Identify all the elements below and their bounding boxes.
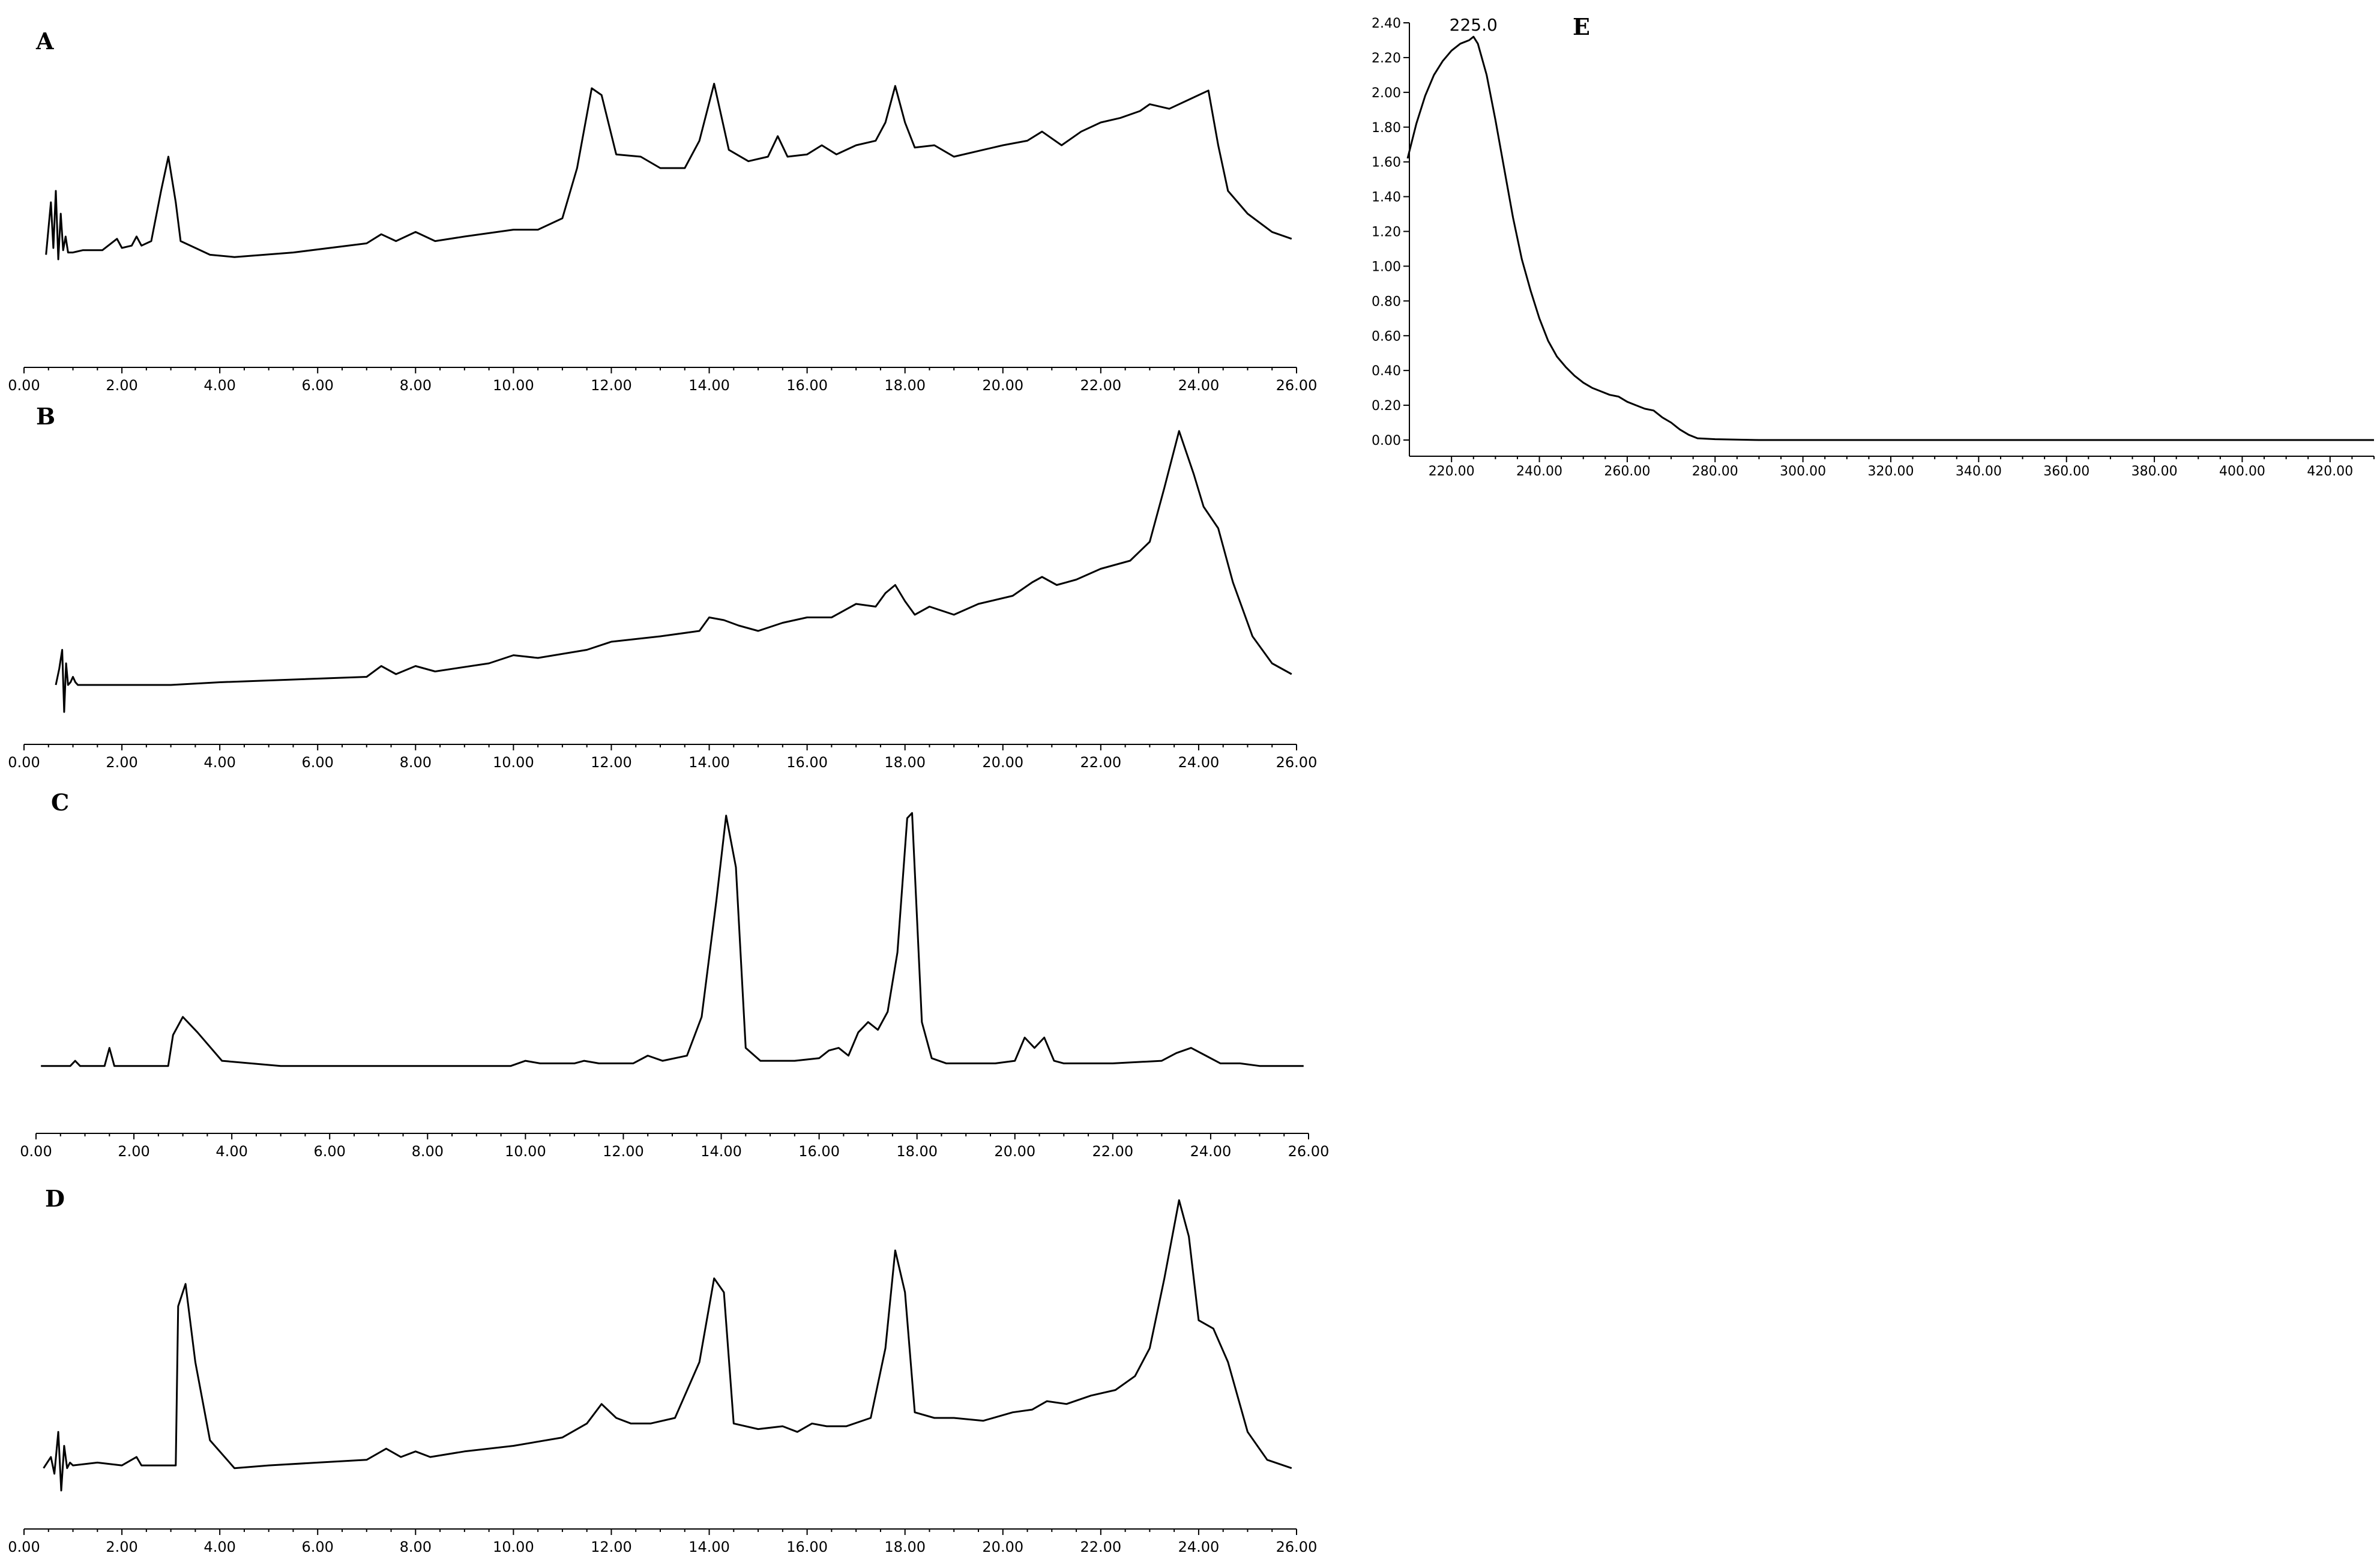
chromatogram-trace — [45, 82, 1292, 261]
x-tick-label: 360.00 — [2043, 464, 2089, 479]
x-tick-label: 24.00 — [1178, 377, 1220, 394]
uv-spectrum-panel-e: E 0.00 0.20 0.40 0.60 0.80 1.00 1.20 1.40 1.60 1.8… — [1372, 13, 2375, 479]
x-tick-label: 26.00 — [1276, 754, 1318, 771]
x-tick-label: 8.00 — [400, 754, 432, 771]
x-tick-label: 8.00 — [400, 1539, 432, 1555]
x-tick-label: 10.00 — [493, 377, 534, 394]
x-tick-label: 0.00 — [20, 1143, 52, 1160]
x-tick-label: 16.00 — [786, 754, 828, 771]
panel-letter: B — [36, 403, 55, 430]
x-tick-label: 24.00 — [1190, 1143, 1232, 1160]
x-tick-label: 280.00 — [1692, 464, 1738, 479]
x-tick-label: 20.00 — [982, 377, 1023, 394]
x-tick-label: 12.00 — [591, 754, 632, 771]
chromatogram-trace — [41, 812, 1304, 1067]
x-tick-label: 4.00 — [203, 754, 235, 771]
x-tick-label: 12.00 — [591, 1539, 632, 1555]
x-tick-label: 10.00 — [493, 754, 534, 771]
uv-spectrum-trace — [1406, 35, 2374, 441]
chromatogram-panel-a: A 0.00 2.00 4.00 6.00 8.00 10.00 12.00 14.00 16.0… — [8, 28, 1317, 394]
x-tick-label: 26.00 — [1276, 1539, 1318, 1555]
x-tick-label: 16.00 — [786, 377, 828, 394]
x-tick-label: 2.00 — [106, 377, 137, 394]
x-tick-label: 6.00 — [302, 1539, 334, 1555]
y-tick-label: 0.20 — [1372, 399, 1401, 414]
x-tick-label: 20.00 — [982, 754, 1023, 771]
x-tick-label: 6.00 — [302, 377, 334, 394]
x-tick-label: 22.00 — [1092, 1143, 1133, 1160]
x-tick-label: 24.00 — [1178, 754, 1220, 771]
x-tick-label: 300.00 — [1780, 464, 1826, 479]
y-tick-label: 0.80 — [1372, 294, 1401, 309]
x-tick-label: 4.00 — [203, 1539, 235, 1555]
x-tick-label: 14.00 — [688, 754, 730, 771]
x-tick-label: 16.00 — [798, 1143, 840, 1160]
x-tick-label: 6.00 — [314, 1143, 346, 1160]
x-tick-label: 22.00 — [1080, 754, 1121, 771]
x-tick-label: 340.00 — [1956, 464, 2002, 479]
x-tick-label: 0.00 — [8, 1539, 40, 1555]
x-tick-label: 260.00 — [1604, 464, 1650, 479]
x-tick-label: 4.00 — [215, 1143, 247, 1160]
x-tick-label: 320.00 — [1868, 464, 1914, 479]
x-tick-label: 380.00 — [2131, 464, 2178, 479]
panel-letter: D — [45, 1185, 65, 1212]
chromatogram-panel-d: D 0.00 2.00 4.00 6.00 8.00 10.00 12.00 14.00 16.0… — [8, 1185, 1317, 1555]
x-tick-label: 240.00 — [1516, 464, 1562, 479]
x-tick-label: 12.00 — [591, 377, 632, 394]
y-tick-label: 2.20 — [1372, 51, 1401, 66]
chromatogram-trace — [55, 430, 1292, 713]
x-tick-label: 0.00 — [8, 377, 40, 394]
x-tick-label: 2.00 — [118, 1143, 149, 1160]
y-tick-label: 0.40 — [1372, 364, 1401, 379]
x-tick-label: 420.00 — [2307, 464, 2353, 479]
panel-letter: E — [1573, 13, 1590, 40]
x-tick-label: 10.00 — [505, 1143, 546, 1160]
y-tick-label: 1.00 — [1372, 259, 1401, 274]
x-tick-label: 18.00 — [884, 377, 926, 394]
x-tick-label: 26.00 — [1288, 1143, 1330, 1160]
chromatogram-panel-b: B 0.00 2.00 4.00 6.00 8.00 10.00 12.00 14.00 16.0… — [8, 403, 1317, 771]
x-tick-label: 4.00 — [203, 377, 235, 394]
x-tick-label: 14.00 — [688, 377, 730, 394]
chromatogram-panel-c: C 0.00 2.00 4.00 6.00 8.00 10.00 12.00 14.00 16.0… — [20, 789, 1329, 1160]
y-tick-label: 1.60 — [1372, 155, 1401, 170]
y-tick-label: 0.60 — [1372, 329, 1401, 344]
y-tick-label: 0.00 — [1372, 433, 1401, 448]
x-tick-label: 20.00 — [982, 1539, 1023, 1555]
x-tick-label: 22.00 — [1080, 377, 1121, 394]
x-tick-label: 18.00 — [884, 1539, 926, 1555]
x-tick-label: 20.00 — [994, 1143, 1035, 1160]
peak-label: 225.0 — [1450, 15, 1498, 35]
x-tick-label: 2.00 — [106, 754, 137, 771]
x-tick-label: 18.00 — [884, 754, 926, 771]
chromatogram-trace — [43, 1199, 1292, 1492]
x-tick-label: 14.00 — [688, 1539, 730, 1555]
panel-letter: C — [51, 789, 69, 816]
x-tick-label: 8.00 — [400, 377, 432, 394]
x-tick-label: 220.00 — [1429, 464, 1475, 479]
x-tick-label: 8.00 — [412, 1143, 444, 1160]
x-tick-label: 24.00 — [1178, 1539, 1220, 1555]
x-tick-label: 12.00 — [603, 1143, 644, 1160]
x-tick-label: 16.00 — [786, 1539, 828, 1555]
x-tick-label: 14.00 — [700, 1143, 742, 1160]
x-tick-label: 0.00 — [8, 754, 40, 771]
y-tick-label: 2.00 — [1372, 86, 1401, 101]
x-tick-label: 26.00 — [1276, 377, 1318, 394]
x-tick-label: 2.00 — [106, 1539, 137, 1555]
x-tick-label: 18.00 — [896, 1143, 938, 1160]
y-tick-label: 1.80 — [1372, 121, 1401, 136]
y-tick-label: 2.40 — [1372, 16, 1401, 31]
y-tick-label: 1.40 — [1372, 190, 1401, 205]
x-tick-label: 10.00 — [493, 1539, 534, 1555]
x-tick-label: 22.00 — [1080, 1539, 1121, 1555]
panel-letter: A — [35, 28, 54, 55]
x-tick-label: 400.00 — [2219, 464, 2265, 479]
y-tick-label: 1.20 — [1372, 225, 1401, 240]
x-tick-label: 6.00 — [302, 754, 334, 771]
